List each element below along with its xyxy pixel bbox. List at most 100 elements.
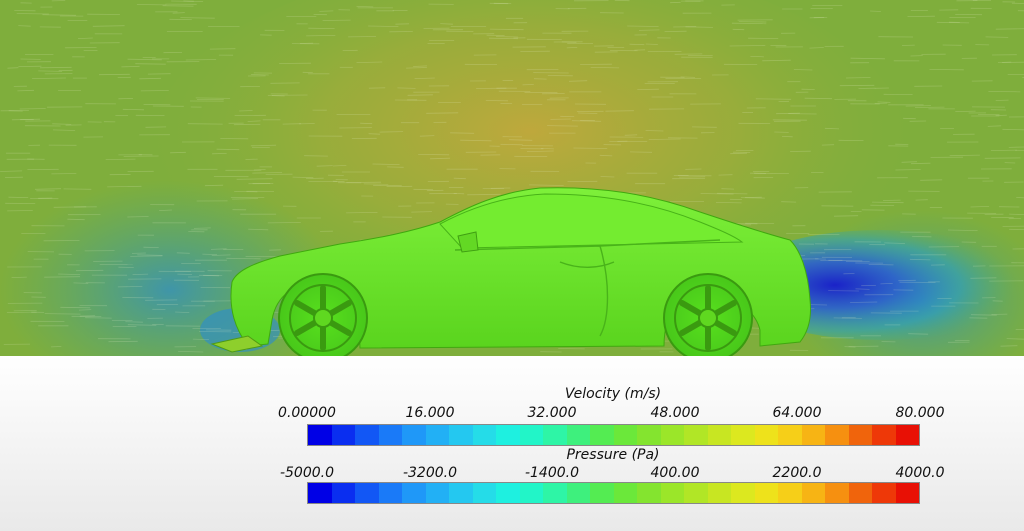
streamline [645, 130, 664, 132]
streamline [995, 114, 1007, 117]
streamline [248, 228, 269, 231]
streamline [210, 248, 227, 250]
streamline [78, 309, 92, 311]
colorbar-swatch [472, 425, 496, 445]
colorbar-swatch [801, 425, 825, 445]
streamline [204, 184, 224, 187]
velocity-tick: 0.00000 [278, 405, 336, 421]
streamline [67, 218, 85, 221]
streamline [193, 227, 211, 229]
streamline [547, 125, 578, 127]
streamline [987, 125, 1002, 127]
streamline [58, 273, 81, 275]
streamline [419, 135, 435, 137]
streamline [680, 76, 696, 78]
streamline [568, 80, 588, 82]
streamline [122, 108, 145, 111]
streamline [16, 13, 49, 15]
streamline [566, 47, 578, 49]
streamline [855, 288, 870, 290]
streamline [413, 65, 428, 67]
streamline [540, 148, 554, 150]
streamline [379, 131, 404, 133]
pressure-tick: -3200.0 [402, 465, 458, 481]
streamline [949, 154, 980, 157]
streamline [482, 187, 511, 189]
streamline [467, 193, 501, 196]
streamline [127, 58, 162, 61]
colorbar-swatch [519, 483, 543, 503]
streamline [522, 84, 534, 86]
streamline [776, 112, 800, 115]
streamline [590, 67, 620, 69]
colorbar-swatch [660, 483, 684, 503]
streamline [995, 28, 1024, 30]
streamline [762, 59, 791, 62]
streamline [909, 258, 931, 261]
colorbar-swatch [778, 425, 802, 445]
streamline [731, 22, 767, 25]
streamline [645, 43, 658, 45]
colorbar-swatch [496, 425, 520, 445]
streamline [176, 252, 190, 254]
streamline [250, 74, 269, 76]
streamline [52, 129, 76, 131]
streamline [871, 201, 904, 204]
streamline [292, 176, 314, 179]
streamline [79, 315, 96, 317]
streamline [226, 257, 261, 260]
streamline [202, 253, 218, 255]
colorbar-swatch [637, 483, 661, 503]
velocity-tick: 64.000 [772, 405, 822, 421]
car-model [210, 187, 811, 356]
colorbar-swatch [425, 425, 449, 445]
streamline [211, 254, 231, 256]
streamline [203, 274, 220, 277]
colorbar-swatch [402, 425, 426, 445]
streamline [605, 110, 634, 112]
streamline [247, 120, 261, 122]
streamline [868, 264, 894, 266]
pressure-tick: -5000.0 [279, 465, 335, 481]
streamline [1002, 128, 1024, 131]
velocity-tick: 48.000 [650, 405, 700, 421]
colorbar-swatch [566, 483, 590, 503]
streamline [252, 172, 283, 174]
streamline [440, 23, 453, 25]
streamline [42, 14, 77, 16]
colorbar-swatch [707, 483, 731, 503]
streamline [73, 282, 89, 284]
colorbar-swatch [637, 425, 661, 445]
flow-field-view [0, 0, 1024, 356]
colorbar-swatch [449, 425, 473, 445]
colorbar-swatch [872, 483, 896, 503]
streamline [92, 25, 125, 27]
streamline [172, 12, 185, 14]
colorbar-swatch [472, 483, 496, 503]
streamline [804, 97, 833, 100]
streamline [453, 177, 466, 180]
colorbar-swatch [378, 483, 402, 503]
colorbar-swatch [895, 483, 919, 503]
streamline [850, 301, 878, 303]
streamline [159, 209, 172, 211]
streamline [624, 134, 638, 136]
car-door-line [454, 239, 721, 337]
streamline [571, 120, 602, 122]
streamline [32, 77, 66, 79]
streamline [332, 165, 347, 167]
streamline [107, 185, 142, 188]
streamline [1006, 338, 1024, 340]
streamline [828, 259, 863, 262]
colorbar-swatch [449, 483, 473, 503]
streamline [171, 0, 204, 2]
streamline [121, 65, 140, 68]
streamline [833, 317, 862, 319]
streamline [990, 149, 1017, 151]
streamline [700, 193, 734, 195]
streamline [627, 25, 659, 27]
colorbar-swatch [684, 425, 708, 445]
streamline [11, 276, 27, 278]
streamline [18, 25, 31, 27]
streamline [319, 10, 334, 12]
